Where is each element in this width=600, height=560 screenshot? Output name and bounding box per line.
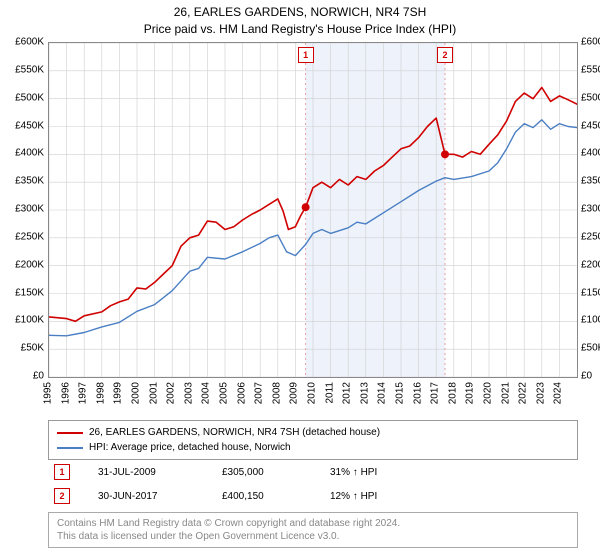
x-tick-label: 2003 <box>183 382 194 404</box>
footer-line-1: Contains HM Land Registry data © Crown c… <box>57 517 569 530</box>
y-tick-label: £50K <box>21 343 44 354</box>
legend-swatch <box>57 447 83 449</box>
sale-marker-1: 1 <box>298 47 314 63</box>
sale-row: 2 30-JUN-2017 £400,150 12% ↑ HPI <box>48 484 578 508</box>
x-tick-label: 2013 <box>359 382 370 404</box>
x-tick-label: 2002 <box>166 382 177 404</box>
sale-row-index: 2 <box>54 488 70 504</box>
plot-area: 12 <box>48 42 578 378</box>
sale-row-delta: 12% ↑ HPI <box>330 491 420 502</box>
sale-row-delta: 31% ↑ HPI <box>330 467 420 478</box>
y-tick-label: £150K <box>15 287 44 298</box>
sale-row-price: £400,150 <box>222 491 302 502</box>
y-tick-label-right: £200K <box>581 259 600 270</box>
y-tick-label: £550K <box>15 64 44 75</box>
legend-row: 26, EARLES GARDENS, NORWICH, NR4 7SH (de… <box>57 425 569 440</box>
legend: 26, EARLES GARDENS, NORWICH, NR4 7SH (de… <box>48 420 578 460</box>
x-tick-label: 2000 <box>131 382 142 404</box>
plot-svg <box>49 43 577 377</box>
y-tick-label-right: £550K <box>581 64 600 75</box>
y-tick-label: £100K <box>15 315 44 326</box>
x-tick-label: 2019 <box>465 382 476 404</box>
legend-swatch <box>57 432 83 434</box>
subtitle: Price paid vs. HM Land Registry's House … <box>0 21 600 38</box>
x-tick-label: 2018 <box>447 382 458 404</box>
sales-table: 1 31-JUL-2009 £305,000 31% ↑ HPI 2 30-JUN-201… <box>48 460 578 508</box>
y-tick-label-right: £400K <box>581 148 600 159</box>
sale-row-date: 30-JUN-2017 <box>98 491 194 502</box>
chart-card: 26, EARLES GARDENS, NORWICH, NR4 7SH Pri… <box>0 0 600 560</box>
legend-row: HPI: Average price, detached house, Norw… <box>57 440 569 455</box>
y-tick-label-right: £300K <box>581 204 600 215</box>
x-tick-label: 2020 <box>483 382 494 404</box>
x-tick-label: 2016 <box>412 382 423 404</box>
y-tick-label: £450K <box>15 120 44 131</box>
x-tick-label: 2024 <box>553 382 564 404</box>
x-tick-label: 1996 <box>60 382 71 404</box>
y-tick-label-right: £100K <box>581 315 600 326</box>
x-tick-label: 2010 <box>307 382 318 404</box>
y-tick-label: £600K <box>15 37 44 48</box>
y-tick-label-right: £50K <box>581 343 600 354</box>
x-tick-label: 1998 <box>95 382 106 404</box>
x-tick-label: 2005 <box>219 382 230 404</box>
y-tick-label: £350K <box>15 176 44 187</box>
y-tick-label-right: £250K <box>581 231 600 242</box>
y-tick-label: £0 <box>33 371 44 382</box>
legend-label: 26, EARLES GARDENS, NORWICH, NR4 7SH (de… <box>89 425 380 440</box>
sale-row: 1 31-JUL-2009 £305,000 31% ↑ HPI <box>48 460 578 484</box>
y-tick-label: £400K <box>15 148 44 159</box>
y-tick-label-right: £0 <box>581 371 592 382</box>
sale-row-price: £305,000 <box>222 467 302 478</box>
x-tick-label: 2008 <box>271 382 282 404</box>
sale-row-index: 1 <box>54 464 70 480</box>
sale-row-date: 31-JUL-2009 <box>98 467 194 478</box>
x-tick-label: 2021 <box>500 382 511 404</box>
x-tick-label: 2007 <box>254 382 265 404</box>
x-tick-label: 1997 <box>78 382 89 404</box>
address-title: 26, EARLES GARDENS, NORWICH, NR4 7SH <box>0 4 600 21</box>
y-tick-label: £250K <box>15 231 44 242</box>
x-tick-label: 2009 <box>289 382 300 404</box>
x-tick-label: 2011 <box>324 382 335 404</box>
x-tick-label: 2017 <box>430 382 441 404</box>
x-tick-label: 2006 <box>236 382 247 404</box>
y-tick-label-right: £450K <box>581 120 600 131</box>
y-tick-label: £200K <box>15 259 44 270</box>
footer-line-2: This data is licensed under the Open Gov… <box>57 530 569 543</box>
x-tick-label: 2022 <box>518 382 529 404</box>
legend-label: HPI: Average price, detached house, Norw… <box>89 440 291 455</box>
x-tick-label: 2014 <box>377 382 388 404</box>
y-tick-label-right: £150K <box>581 287 600 298</box>
footer: Contains HM Land Registry data © Crown c… <box>48 512 578 548</box>
x-tick-label: 2023 <box>535 382 546 404</box>
x-tick-label: 1999 <box>113 382 124 404</box>
header: 26, EARLES GARDENS, NORWICH, NR4 7SH Pri… <box>0 0 600 38</box>
y-tick-label-right: £600K <box>581 37 600 48</box>
y-tick-label-right: £350K <box>581 176 600 187</box>
y-tick-label-right: £500K <box>581 92 600 103</box>
x-tick-label: 2015 <box>395 382 406 404</box>
x-tick-label: 1995 <box>43 382 54 404</box>
x-tick-label: 2012 <box>342 382 353 404</box>
x-tick-label: 2004 <box>201 382 212 404</box>
y-tick-label: £300K <box>15 204 44 215</box>
y-tick-label: £500K <box>15 92 44 103</box>
y-axis-left: £0£50K£100K£150K£200K£250K£300K£350K£400… <box>0 42 46 378</box>
x-tick-label: 2001 <box>148 382 159 404</box>
sale-marker-2: 2 <box>437 47 453 63</box>
